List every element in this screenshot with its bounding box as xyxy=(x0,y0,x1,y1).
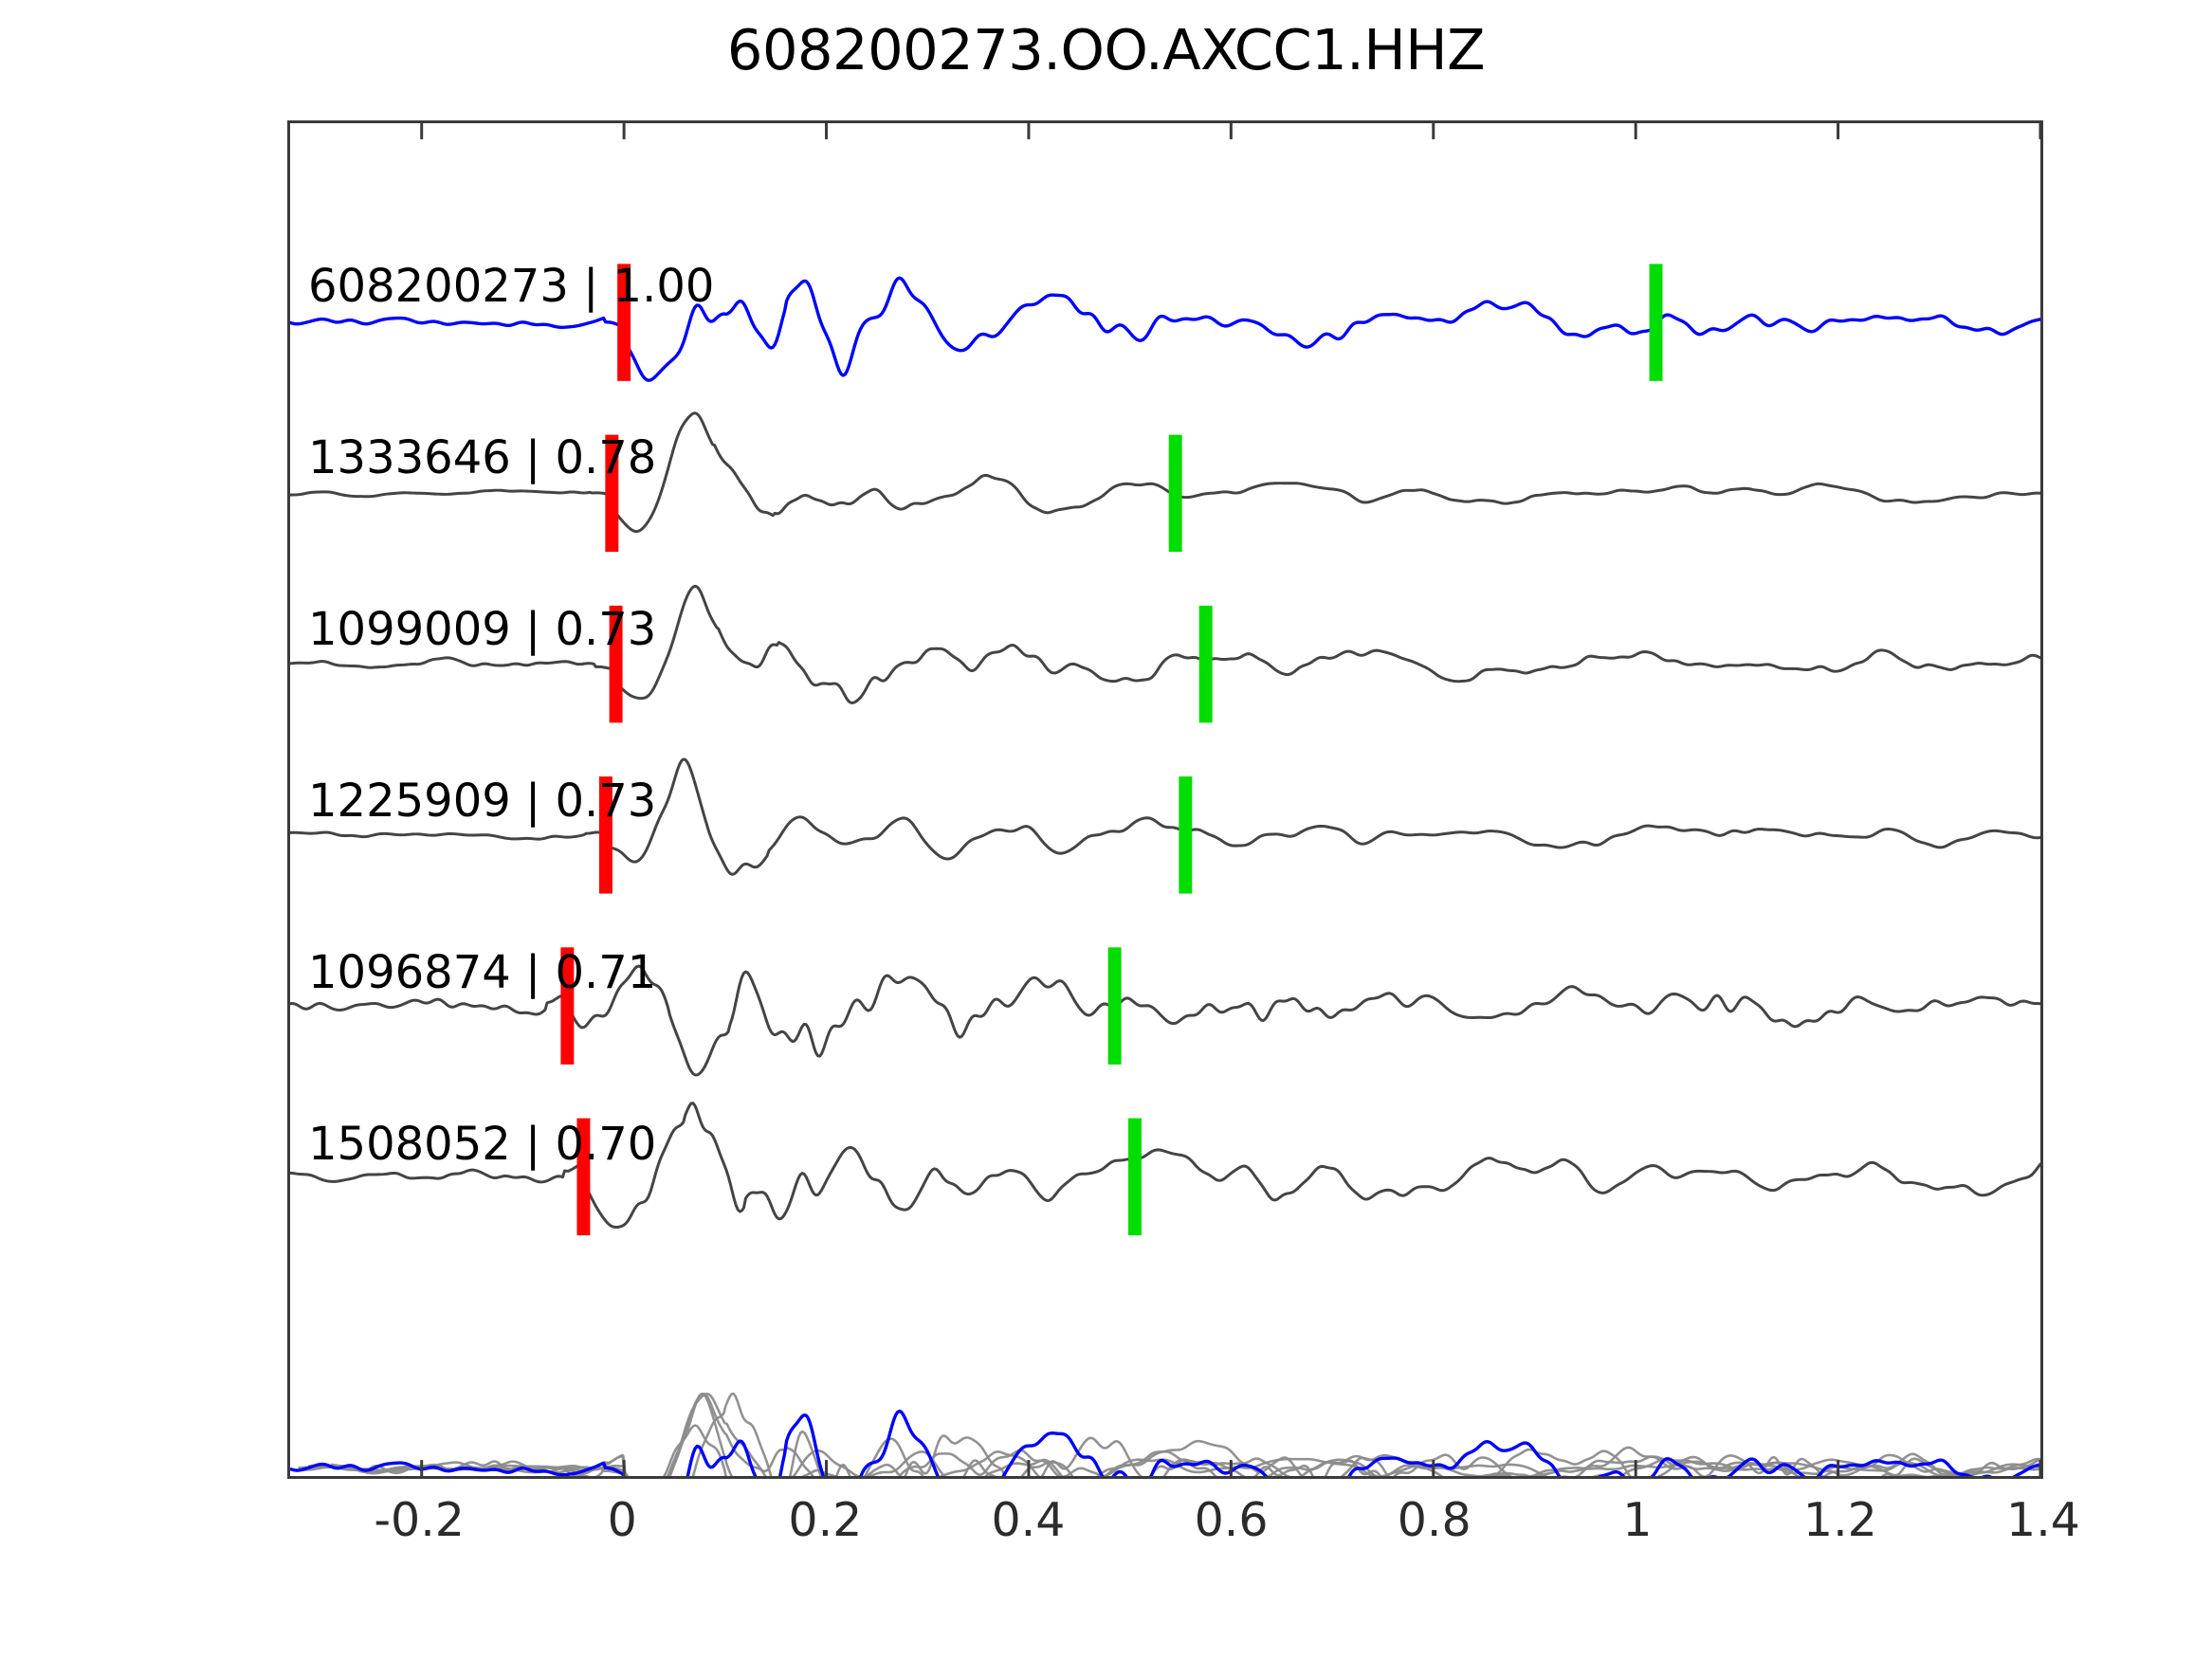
match-waveform xyxy=(290,964,2040,1077)
stack-template-waveform xyxy=(290,1409,2040,1476)
p-pick-marker xyxy=(605,434,619,553)
match-waveform xyxy=(290,1102,2040,1229)
x-tick-label: 1.4 xyxy=(2006,1493,2080,1547)
x-tick-label: 1 xyxy=(1622,1493,1653,1547)
s-pick-marker xyxy=(1179,776,1193,894)
waveform-canvas xyxy=(290,123,2040,1476)
p-pick-marker xyxy=(609,605,623,723)
trace-group-608200273 xyxy=(290,264,2040,382)
match-waveform xyxy=(290,757,2040,876)
stack-overlay-group xyxy=(290,1392,2040,1476)
p-pick-marker xyxy=(576,1118,591,1236)
trace-group-1099009 xyxy=(290,584,2040,723)
p-pick-marker xyxy=(617,264,631,381)
axis-ticks xyxy=(420,123,2040,1476)
match-waveform xyxy=(290,584,2040,704)
s-pick-marker xyxy=(1649,264,1663,381)
x-tick-label: 0.6 xyxy=(1194,1493,1269,1547)
x-tick-label: 0.2 xyxy=(788,1493,863,1547)
x-tick-label: 0 xyxy=(607,1493,637,1547)
x-tick-label: 0.8 xyxy=(1397,1493,1472,1547)
trace-group-1225909 xyxy=(290,757,2040,894)
template-waveform xyxy=(290,276,2040,382)
match-waveform xyxy=(290,411,2040,534)
x-tick-label: -0.2 xyxy=(374,1493,465,1547)
p-pick-marker xyxy=(598,776,612,894)
stack-overlay-waveform xyxy=(346,1424,2040,1476)
x-axis-tick-labels: -0.2 0 0.2 0.4 0.6 0.8 1 1.2 1.4 xyxy=(287,1493,2080,1569)
s-pick-marker xyxy=(1168,434,1182,553)
stack-overlay-waveform xyxy=(330,1392,1967,1476)
trace-group-1333646 xyxy=(290,411,2040,553)
x-tick-label: 1.2 xyxy=(1802,1493,1877,1547)
s-pick-marker xyxy=(1128,1118,1142,1236)
trace-group-1508052 xyxy=(290,1102,2040,1236)
page-title: 608200273.OO.AXCC1.HHZ xyxy=(726,17,1486,82)
s-pick-marker xyxy=(1198,605,1213,723)
plot-area xyxy=(287,120,2043,1479)
s-pick-marker xyxy=(1107,947,1122,1065)
p-pick-marker xyxy=(560,947,575,1065)
x-tick-label: 0.4 xyxy=(991,1493,1066,1547)
trace-group-1096874 xyxy=(290,947,2040,1077)
